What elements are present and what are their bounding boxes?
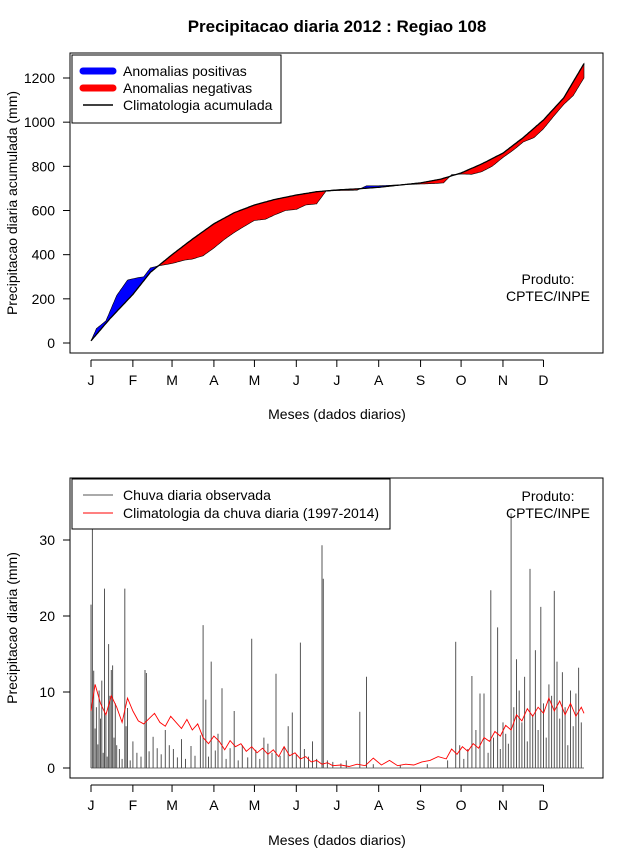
y-tick-label: 200: [32, 291, 56, 307]
x-tick-label: J: [88, 797, 95, 813]
negative-anomaly-area: [455, 62, 585, 176]
legend: Chuva diaria observada Climatologia da c…: [71, 478, 391, 530]
x-tick-label: A: [374, 797, 384, 813]
x-tick-label: A: [374, 372, 384, 388]
x-tick-label: M: [166, 797, 178, 813]
negative-anomaly-area: [156, 188, 361, 268]
legend: Anomalias positivas Anomalias negativas …: [71, 54, 282, 124]
x-tick-label: A: [209, 372, 219, 388]
x-tick-label: J: [293, 372, 300, 388]
x-tick-label: M: [166, 372, 178, 388]
y-tick-label: 10: [39, 684, 55, 700]
x-tick-label: J: [333, 797, 340, 813]
x-tick-label: M: [249, 797, 261, 813]
y-tick-label: 1200: [24, 70, 55, 86]
y-tick-label: 600: [32, 203, 56, 219]
cumulative-chart: 0 200 400 600 800 1000 1200 J F M A M J J A S O N D Meses…: [4, 52, 604, 422]
y-tick-label: 20: [39, 608, 55, 624]
y-tick-label: 1000: [24, 114, 55, 130]
climatology-cumulative-line: [90, 63, 585, 342]
y-tick-label: 30: [39, 532, 55, 548]
x-tick-label: O: [456, 797, 467, 813]
climatology-daily-line: [90, 684, 585, 767]
legend-label-climatology: Climatologia da chuva diaria (1997-2014): [123, 505, 379, 521]
y-tick-label: 800: [32, 158, 56, 174]
legend-box: [71, 478, 391, 530]
x-tick-label: J: [88, 372, 95, 388]
x-tick-label: M: [249, 372, 261, 388]
x-tick-label: F: [129, 797, 138, 813]
chart-title: Precipitacao diaria 2012 : Regiao 108: [188, 17, 487, 36]
legend-label-positive: Anomalias positivas: [123, 63, 247, 79]
y-axis-label: Precipitacao diaria acumulada (mm): [4, 91, 20, 315]
product-credit: CPTEC/INPE: [506, 288, 590, 304]
y-axis: 0 200 400 600 800 1000 1200: [24, 70, 71, 351]
x-tick-label: N: [498, 797, 508, 813]
x-tick-label: S: [416, 372, 425, 388]
x-tick-label: D: [538, 797, 548, 813]
y-tick-label: 0: [47, 335, 55, 351]
x-axis-label: Meses (dados diarios): [268, 832, 406, 848]
x-tick-label: J: [293, 797, 300, 813]
x-tick-label: J: [333, 372, 340, 388]
x-tick-label: O: [456, 372, 467, 388]
product-credit: CPTEC/INPE: [506, 505, 590, 521]
y-tick-label: 0: [47, 760, 55, 776]
y-axis: 0 10 20 30: [39, 532, 71, 776]
x-tick-label: D: [538, 372, 548, 388]
legend-label-observed: Chuva diaria observada: [123, 487, 271, 503]
x-tick-label: F: [129, 372, 138, 388]
observed-bars: [90, 513, 584, 769]
x-tick-label: N: [498, 372, 508, 388]
product-label: Produto:: [522, 271, 575, 287]
x-axis-label: Meses (dados diarios): [268, 406, 406, 422]
legend-label-negative: Anomalias negativas: [123, 80, 252, 96]
product-label: Produto:: [522, 488, 575, 504]
x-tick-label: A: [209, 797, 219, 813]
x-tick-label: S: [416, 797, 425, 813]
y-tick-label: 400: [32, 247, 56, 263]
legend-label-climatology: Climatologia acumulada: [123, 97, 273, 113]
y-axis-label: Precipitacao diaria (mm): [4, 552, 20, 704]
daily-chart: 0 10 20 30 J F M A M J J A S O N D Meses (dados diario…: [4, 477, 604, 848]
